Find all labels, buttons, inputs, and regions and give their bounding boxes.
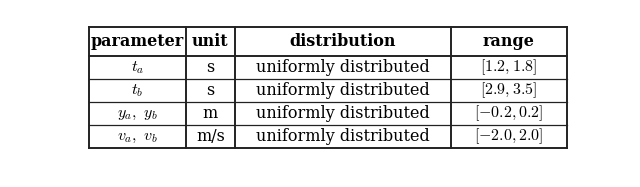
- Text: s: s: [206, 82, 214, 99]
- Text: $t_b$: $t_b$: [131, 82, 143, 99]
- Text: range: range: [483, 33, 535, 50]
- Text: $[2.9, 3.5]$: $[2.9, 3.5]$: [481, 80, 538, 100]
- Text: $[1.2, 1.8]$: $[1.2, 1.8]$: [481, 57, 538, 77]
- Text: uniformly distributed: uniformly distributed: [256, 128, 429, 145]
- Text: s: s: [206, 59, 214, 76]
- Text: parameter: parameter: [91, 33, 184, 50]
- Text: $v_a,\ v_b$: $v_a,\ v_b$: [116, 128, 157, 145]
- Text: distribution: distribution: [290, 33, 396, 50]
- Text: uniformly distributed: uniformly distributed: [256, 59, 429, 76]
- Text: $[-0.2, 0.2]$: $[-0.2, 0.2]$: [474, 103, 543, 123]
- Text: uniformly distributed: uniformly distributed: [256, 82, 429, 99]
- Text: unit: unit: [192, 33, 228, 50]
- Text: uniformly distributed: uniformly distributed: [256, 105, 429, 122]
- Text: $[-2.0, 2.0]$: $[-2.0, 2.0]$: [474, 126, 543, 146]
- Text: $t_a$: $t_a$: [131, 59, 144, 76]
- Text: $y_a,\ y_b$: $y_a,\ y_b$: [116, 105, 158, 122]
- Text: m: m: [203, 105, 218, 122]
- Text: m/s: m/s: [196, 128, 225, 145]
